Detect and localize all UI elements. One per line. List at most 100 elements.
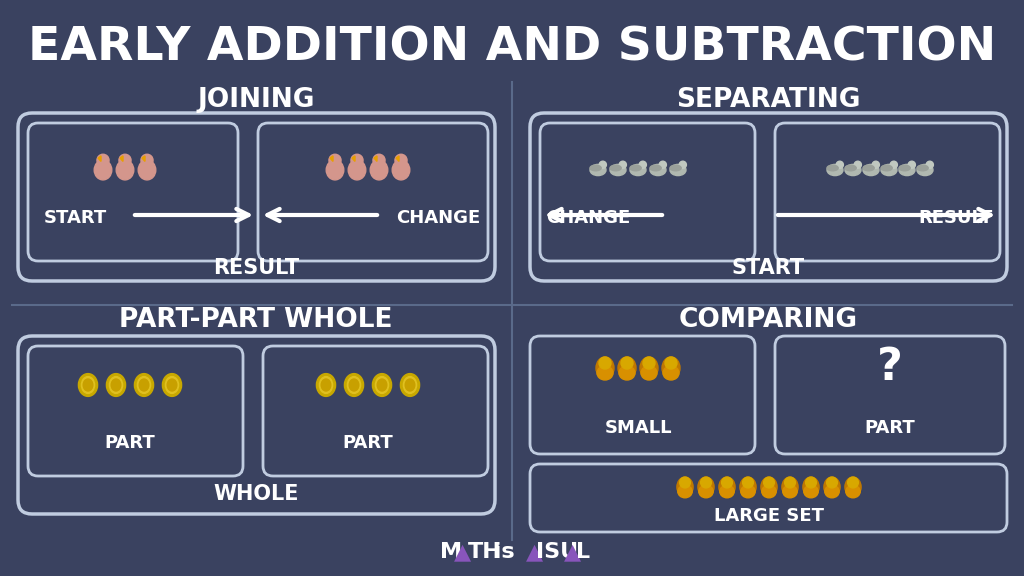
Ellipse shape: [678, 485, 692, 498]
Ellipse shape: [377, 379, 387, 391]
Ellipse shape: [344, 374, 364, 396]
Ellipse shape: [596, 357, 614, 379]
Ellipse shape: [863, 164, 879, 176]
Ellipse shape: [403, 377, 417, 393]
Ellipse shape: [827, 164, 843, 176]
Ellipse shape: [81, 377, 94, 393]
Ellipse shape: [590, 165, 601, 171]
Ellipse shape: [762, 485, 776, 498]
Text: CHANGE: CHANGE: [546, 209, 630, 227]
Ellipse shape: [618, 366, 635, 380]
Ellipse shape: [918, 164, 933, 176]
Ellipse shape: [719, 477, 735, 497]
Text: ISU: ISU: [536, 542, 579, 562]
Text: RESULT: RESULT: [919, 209, 993, 227]
Ellipse shape: [680, 477, 690, 488]
Ellipse shape: [720, 485, 734, 498]
Ellipse shape: [327, 160, 344, 180]
Ellipse shape: [824, 477, 840, 497]
Ellipse shape: [349, 379, 358, 391]
Ellipse shape: [618, 357, 636, 379]
Ellipse shape: [351, 154, 364, 166]
Ellipse shape: [163, 374, 181, 396]
Ellipse shape: [848, 477, 858, 488]
Ellipse shape: [806, 477, 816, 488]
Ellipse shape: [134, 374, 154, 396]
Polygon shape: [142, 156, 145, 161]
Ellipse shape: [837, 161, 844, 168]
Ellipse shape: [641, 366, 657, 380]
Ellipse shape: [371, 160, 388, 180]
Ellipse shape: [395, 154, 408, 166]
Ellipse shape: [899, 165, 910, 171]
Ellipse shape: [740, 477, 756, 497]
Ellipse shape: [804, 485, 818, 498]
Polygon shape: [352, 156, 355, 161]
Text: PART: PART: [104, 434, 156, 452]
Ellipse shape: [679, 161, 686, 168]
Ellipse shape: [79, 374, 97, 396]
Ellipse shape: [316, 374, 336, 396]
Ellipse shape: [722, 477, 732, 488]
Ellipse shape: [782, 485, 798, 498]
Ellipse shape: [319, 377, 333, 393]
Text: PART: PART: [864, 419, 915, 437]
Ellipse shape: [670, 164, 686, 176]
Ellipse shape: [650, 165, 662, 171]
Text: L: L: [575, 542, 590, 562]
Ellipse shape: [119, 154, 131, 166]
Ellipse shape: [854, 161, 861, 168]
Ellipse shape: [376, 377, 388, 393]
Ellipse shape: [373, 374, 391, 396]
Ellipse shape: [803, 477, 819, 497]
Text: M: M: [440, 542, 462, 562]
Ellipse shape: [106, 374, 126, 396]
Ellipse shape: [400, 374, 420, 396]
Ellipse shape: [83, 379, 93, 391]
Ellipse shape: [141, 154, 153, 166]
Text: PART: PART: [343, 434, 393, 452]
Ellipse shape: [599, 161, 606, 168]
Text: JOINING: JOINING: [198, 87, 314, 113]
Ellipse shape: [827, 165, 839, 171]
Ellipse shape: [677, 477, 693, 497]
Ellipse shape: [665, 357, 677, 369]
Ellipse shape: [846, 485, 860, 498]
Ellipse shape: [824, 485, 840, 498]
Ellipse shape: [872, 161, 880, 168]
Ellipse shape: [590, 164, 606, 176]
Ellipse shape: [137, 377, 151, 393]
Ellipse shape: [597, 366, 613, 380]
Text: LARGE SET: LARGE SET: [714, 507, 824, 525]
Polygon shape: [98, 156, 101, 161]
Text: SMALL: SMALL: [604, 419, 672, 437]
Ellipse shape: [112, 379, 121, 391]
Ellipse shape: [94, 160, 112, 180]
Ellipse shape: [698, 477, 714, 497]
Ellipse shape: [620, 161, 627, 168]
Ellipse shape: [761, 477, 777, 497]
Ellipse shape: [630, 164, 646, 176]
Ellipse shape: [845, 477, 861, 497]
Polygon shape: [374, 156, 377, 161]
Ellipse shape: [845, 165, 856, 171]
Ellipse shape: [406, 379, 415, 391]
Ellipse shape: [740, 485, 756, 498]
Ellipse shape: [899, 164, 915, 176]
Ellipse shape: [322, 379, 331, 391]
Text: START: START: [44, 209, 108, 227]
Ellipse shape: [650, 164, 666, 176]
Ellipse shape: [881, 164, 897, 176]
Ellipse shape: [742, 477, 754, 488]
Ellipse shape: [116, 160, 134, 180]
Text: EARLY ADDITION AND SUBTRACTION: EARLY ADDITION AND SUBTRACTION: [28, 25, 996, 70]
Ellipse shape: [138, 160, 156, 180]
Ellipse shape: [764, 477, 774, 488]
Ellipse shape: [139, 379, 148, 391]
Ellipse shape: [826, 477, 838, 488]
Text: COMPARING: COMPARING: [679, 307, 857, 333]
Text: RESULT: RESULT: [213, 258, 299, 278]
Ellipse shape: [881, 165, 892, 171]
Ellipse shape: [630, 165, 641, 171]
Ellipse shape: [659, 161, 667, 168]
